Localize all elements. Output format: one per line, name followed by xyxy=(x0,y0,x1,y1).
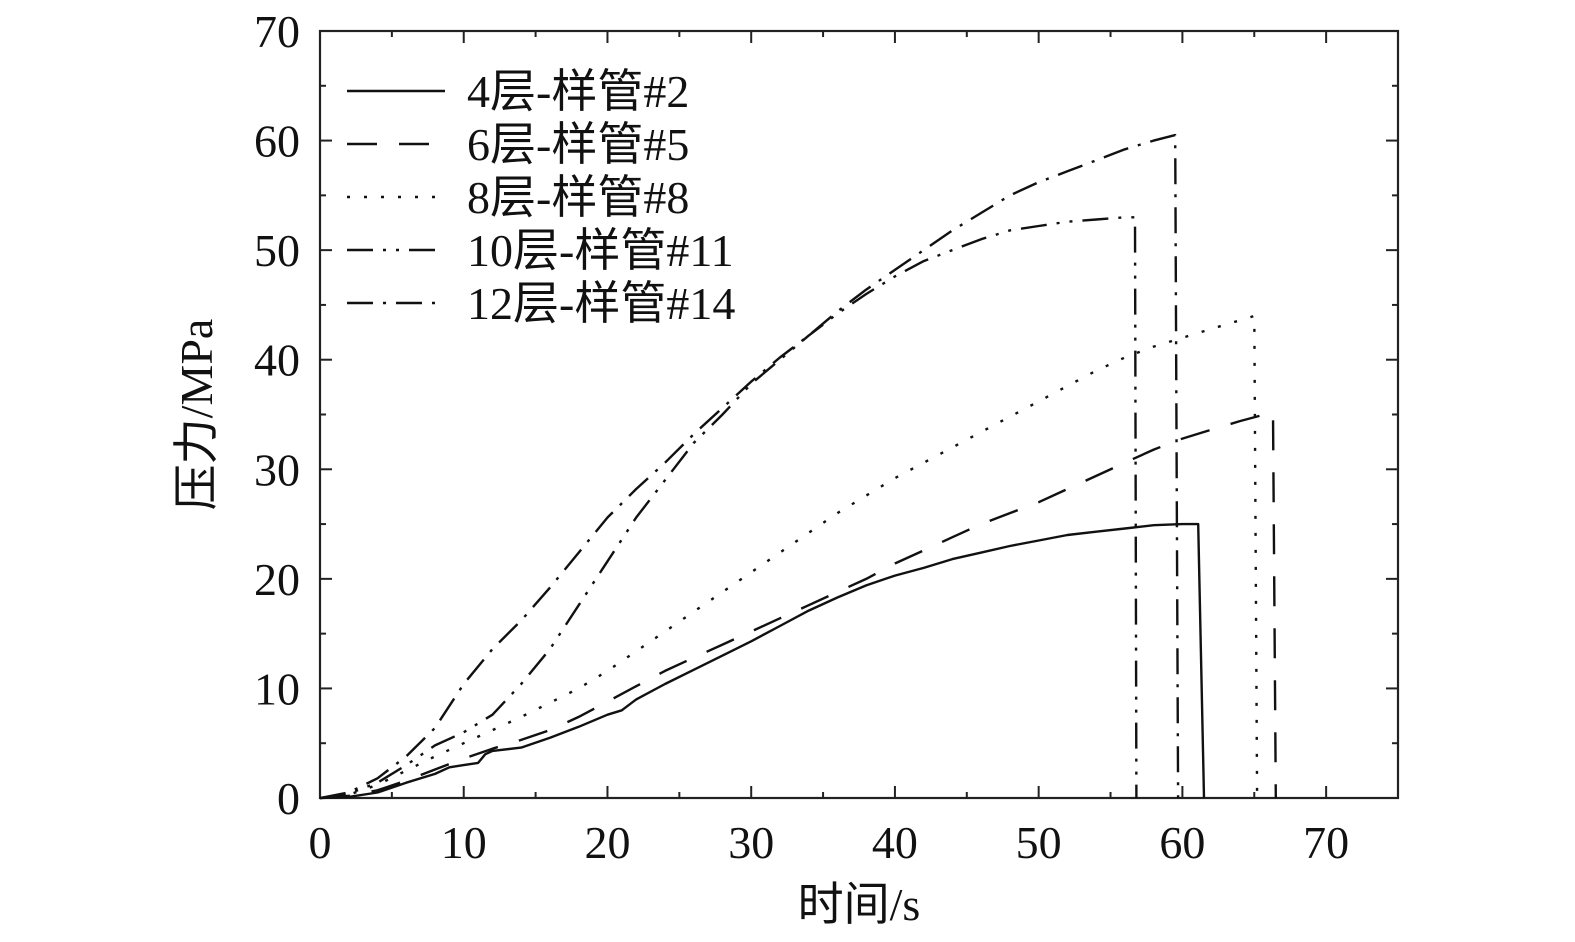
axis-ticks: 0 10 20 30 40 50 60 70 0 10 20 30 40 50 60 70 xyxy=(254,6,1399,868)
series-line-5 xyxy=(319,133,1180,800)
x-tick-label: 50 xyxy=(1016,817,1062,868)
legend-label-5: 12层-样管#14 xyxy=(467,278,735,329)
x-tick-label: 40 xyxy=(872,817,918,868)
y-tick-label: 0 xyxy=(277,773,300,824)
y-axis-title: 压力/MPa xyxy=(171,319,222,511)
series-line-1 xyxy=(319,522,1206,800)
y-tick-label: 60 xyxy=(254,116,300,167)
y-tick-label: 40 xyxy=(254,335,300,386)
x-axis-title: 时间/s xyxy=(798,879,921,930)
series-line-2 xyxy=(319,411,1278,800)
y-tick-label: 50 xyxy=(254,225,300,276)
x-tick-label: 70 xyxy=(1303,817,1349,868)
series-line-4 xyxy=(319,216,1138,800)
y-tick-label: 20 xyxy=(254,554,300,605)
y-tick-label: 70 xyxy=(254,6,300,57)
series-layer xyxy=(319,133,1278,800)
series-line-3 xyxy=(319,314,1259,800)
x-tick-label: 30 xyxy=(728,817,774,868)
x-tick-label: 60 xyxy=(1159,817,1205,868)
x-tick-label: 20 xyxy=(584,817,630,868)
x-tick-label: 10 xyxy=(441,817,487,868)
legend-label-2: 6层-样管#5 xyxy=(467,119,689,170)
y-tick-label: 30 xyxy=(254,444,300,495)
x-tick-label: 0 xyxy=(309,817,332,868)
legend-label-4: 10层-样管#11 xyxy=(467,225,734,276)
legend-label-3: 8层-样管#8 xyxy=(467,172,689,223)
y-tick-label: 10 xyxy=(254,663,300,714)
legend-label-1: 4层-样管#2 xyxy=(467,66,689,117)
